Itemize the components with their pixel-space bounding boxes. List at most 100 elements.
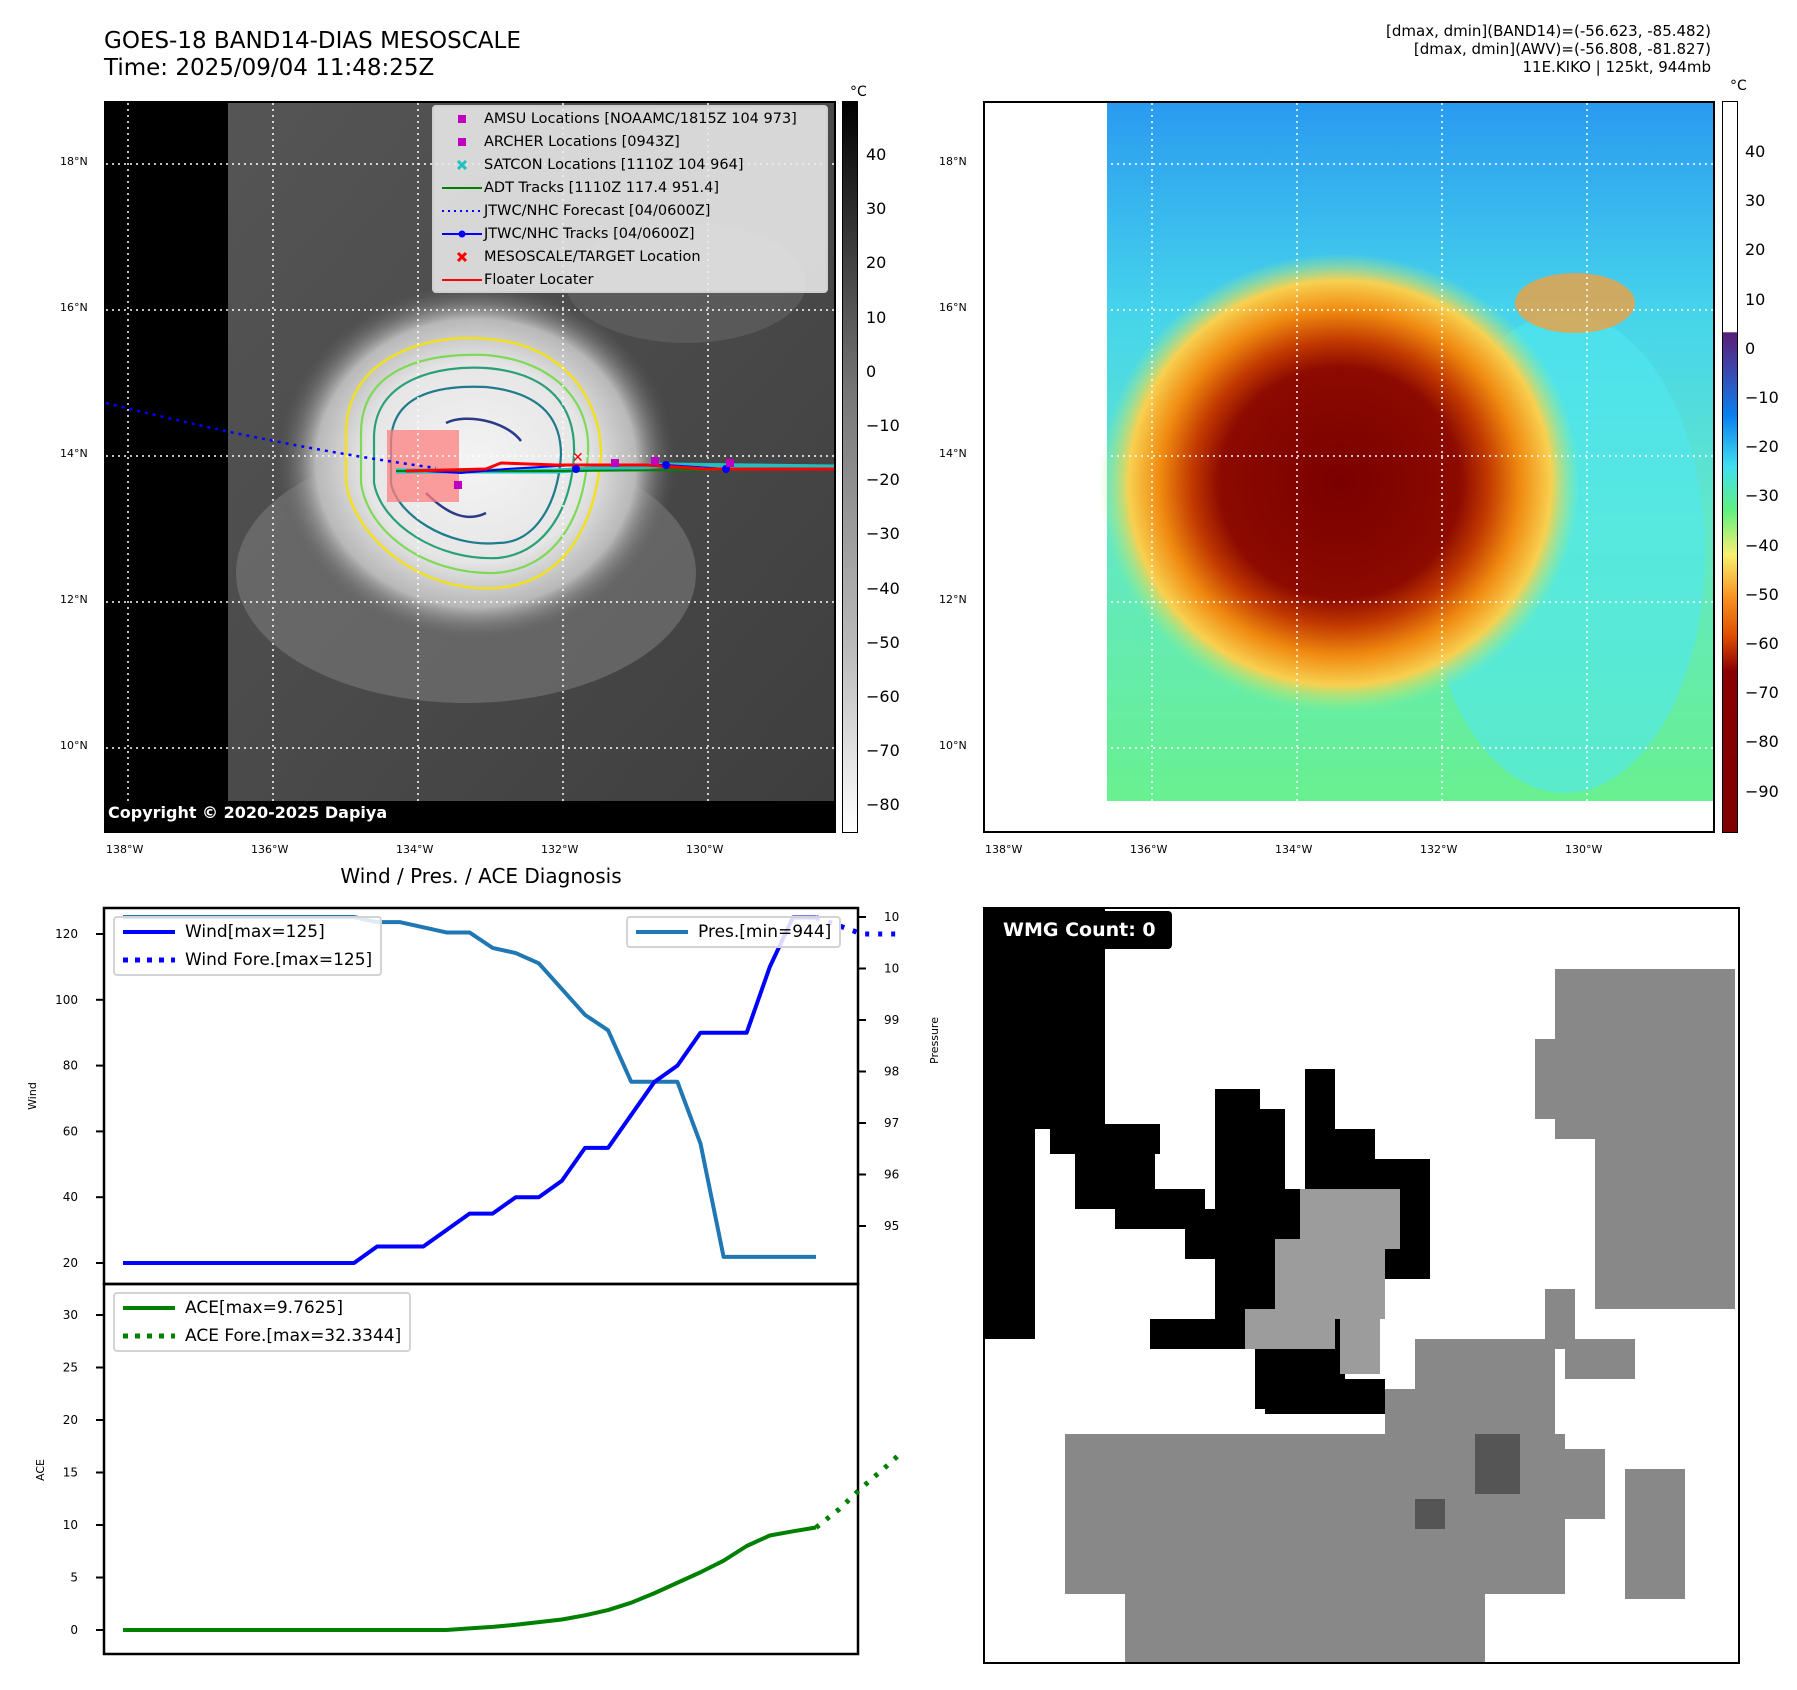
wind-tick-label: 80 bbox=[63, 1059, 78, 1073]
colorbar-tick: −60 bbox=[866, 687, 900, 706]
colorbar-tick: −60 bbox=[1745, 634, 1779, 653]
title-line-1: GOES-18 BAND14-DIAS MESOSCALE bbox=[104, 28, 521, 54]
legend-item-pressure: Pres.[min=944] bbox=[636, 922, 832, 942]
wind-tick-label: 60 bbox=[63, 1124, 78, 1138]
legend-label: ARCHER Locations [0943Z] bbox=[484, 133, 680, 150]
awv-lat-tick: 10°N bbox=[939, 739, 967, 752]
colorbar-tick: 0 bbox=[866, 361, 877, 381]
ace-tick-label: 15 bbox=[63, 1466, 78, 1480]
ir-lat-tick: 10°N bbox=[60, 739, 88, 752]
square-marker-icon bbox=[440, 136, 484, 148]
legend-item: AMSU Locations [NOAAMC/1815Z 104 973] bbox=[434, 107, 826, 130]
ace-tick-label: 20 bbox=[63, 1413, 78, 1427]
colorbar-tick: 40 bbox=[1745, 142, 1766, 161]
colorbar-tick: −40 bbox=[866, 578, 900, 598]
legend-label: JTWC/NHC Tracks [04/0600Z] bbox=[484, 225, 695, 242]
line-marker-icon bbox=[440, 230, 484, 238]
wmg-panel[interactable]: WMG Count: 0 bbox=[983, 907, 1740, 1664]
ir-lon-tick: 136°W bbox=[251, 843, 289, 856]
legend-item: MESOSCALE/TARGET Location bbox=[434, 245, 826, 268]
wind-tick-label: 100 bbox=[55, 993, 78, 1007]
line-marker-icon bbox=[440, 277, 484, 283]
awv-satellite-map[interactable] bbox=[983, 101, 1715, 833]
ace-tick-label: 10 bbox=[63, 1518, 78, 1532]
wind-legend: Wind[max=125] Wind Fore.[max=125] bbox=[113, 916, 383, 976]
title-line-2: Time: 2025/09/04 11:48:25Z bbox=[104, 55, 435, 81]
line-marker-icon bbox=[440, 208, 484, 214]
ir-colorbar-unit: °C bbox=[850, 84, 867, 100]
colorbar-tick: −80 bbox=[866, 795, 900, 815]
legend-label: AMSU Locations [NOAAMC/1815Z 104 973] bbox=[484, 110, 797, 127]
pressure-legend: Pres.[min=944] bbox=[626, 916, 842, 948]
ace-axis-label: ACE bbox=[34, 1459, 47, 1481]
wmg-count-badge: WMG Count: 0 bbox=[987, 911, 1172, 949]
target-marker: ✕ bbox=[572, 450, 584, 466]
ace-tick-label: 25 bbox=[63, 1361, 78, 1375]
ace-line bbox=[123, 1525, 817, 1632]
colorbar-tick: 30 bbox=[1745, 191, 1766, 211]
legend-item: SATCON Locations [1110Z 104 964] bbox=[434, 153, 826, 176]
floater-track bbox=[405, 461, 834, 473]
legend-item: JTWC/NHC Forecast [04/0600Z] bbox=[434, 199, 826, 222]
wind-tick-label: 40 bbox=[63, 1190, 78, 1204]
pressure-tick-label: 1000 bbox=[884, 962, 900, 976]
pressure-tick-label: 960 bbox=[884, 1168, 900, 1182]
figure-title: GOES-18 BAND14-DIAS MESOSCALE Time: 2025… bbox=[104, 28, 521, 82]
legend-item: Floater Locater bbox=[434, 268, 826, 291]
colorbar-tick: −40 bbox=[1745, 535, 1779, 555]
ace-tick-label: 5 bbox=[70, 1571, 78, 1585]
awv-lon-tick: 130°W bbox=[1565, 843, 1603, 856]
colorbar-tick: 0 bbox=[1745, 338, 1756, 358]
legend-item-ace: ACE[max=9.7625] bbox=[123, 1298, 343, 1318]
colorbar-tick: 20 bbox=[866, 253, 887, 273]
legend-label: ADT Tracks [1110Z 117.4 951.4] bbox=[484, 179, 720, 196]
legend-item: ARCHER Locations [0943Z] bbox=[434, 130, 826, 153]
storm-id: 11E.KIKO | 125kt, 944mb bbox=[1522, 58, 1711, 76]
colorbar-tick: 40 bbox=[866, 145, 887, 164]
colorbar-tick: −30 bbox=[866, 524, 900, 544]
awv-lat-tick: 16°N bbox=[939, 301, 967, 314]
ir-lat-tick: 14°N bbox=[60, 447, 88, 460]
pressure-tick-label: 980 bbox=[884, 1065, 900, 1079]
ir-colorbar bbox=[842, 101, 858, 833]
colorbar-tick: 30 bbox=[866, 199, 887, 219]
pressure-tick-label: 970 bbox=[884, 1116, 900, 1130]
colorbar-tick: −20 bbox=[866, 470, 900, 490]
legend-label: MESOSCALE/TARGET Location bbox=[484, 248, 701, 265]
ir-lat-tick: 12°N bbox=[60, 593, 88, 606]
square-marker-icon bbox=[440, 113, 484, 125]
colorbar-tick: −10 bbox=[866, 416, 900, 435]
floater-box bbox=[387, 430, 459, 502]
ir-lon-tick: 132°W bbox=[541, 843, 579, 856]
storm-info: [dmax, dmin](BAND14)=(-56.623, -85.482) … bbox=[1386, 22, 1711, 76]
wind-axis-label: Wind bbox=[26, 1082, 39, 1110]
awv-colorbar-unit: °C bbox=[1730, 78, 1747, 94]
band14-range: [dmax, dmin](BAND14)=(-56.623, -85.482) bbox=[1386, 22, 1711, 40]
ir-lat-tick: 18°N bbox=[60, 155, 88, 168]
colorbar-tick: −20 bbox=[1745, 437, 1779, 457]
colorbar-tick: −30 bbox=[1745, 486, 1779, 506]
ir-lat-tick: 16°N bbox=[60, 301, 88, 314]
ir-lon-tick: 130°W bbox=[686, 843, 724, 856]
ir-satellite-map[interactable]: ✕ Copyright © 2020-2025 Dapiya AMSU Loca… bbox=[104, 101, 836, 833]
legend-item: JTWC/NHC Tracks [04/0600Z] bbox=[434, 222, 826, 245]
colorbar-tick: −70 bbox=[866, 741, 900, 761]
colorbar-tick: 20 bbox=[1745, 240, 1766, 260]
diagnosis-title: Wind / Pres. / ACE Diagnosis bbox=[340, 864, 622, 888]
awv-lat-tick: 14°N bbox=[939, 447, 967, 460]
legend-label: SATCON Locations [1110Z 104 964] bbox=[484, 156, 744, 173]
pressure-tick-label: 990 bbox=[884, 1013, 900, 1027]
awv-image bbox=[985, 103, 1713, 831]
copyright: Copyright © 2020-2025 Dapiya bbox=[108, 803, 388, 822]
colorbar-tick: 10 bbox=[1745, 289, 1766, 309]
colorbar-tick: −50 bbox=[866, 632, 900, 652]
legend-item-wind-forecast: Wind Fore.[max=125] bbox=[123, 950, 373, 970]
legend-item-ace-forecast: ACE Fore.[max=32.3344] bbox=[123, 1326, 402, 1346]
wind-line bbox=[123, 915, 816, 1265]
ir-lon-tick: 134°W bbox=[396, 843, 434, 856]
awv-lat-tick: 12°N bbox=[939, 593, 967, 606]
wind-tick-label: 120 bbox=[55, 927, 78, 941]
ir-map-legend: AMSU Locations [NOAAMC/1815Z 104 973] ARC… bbox=[432, 105, 828, 293]
